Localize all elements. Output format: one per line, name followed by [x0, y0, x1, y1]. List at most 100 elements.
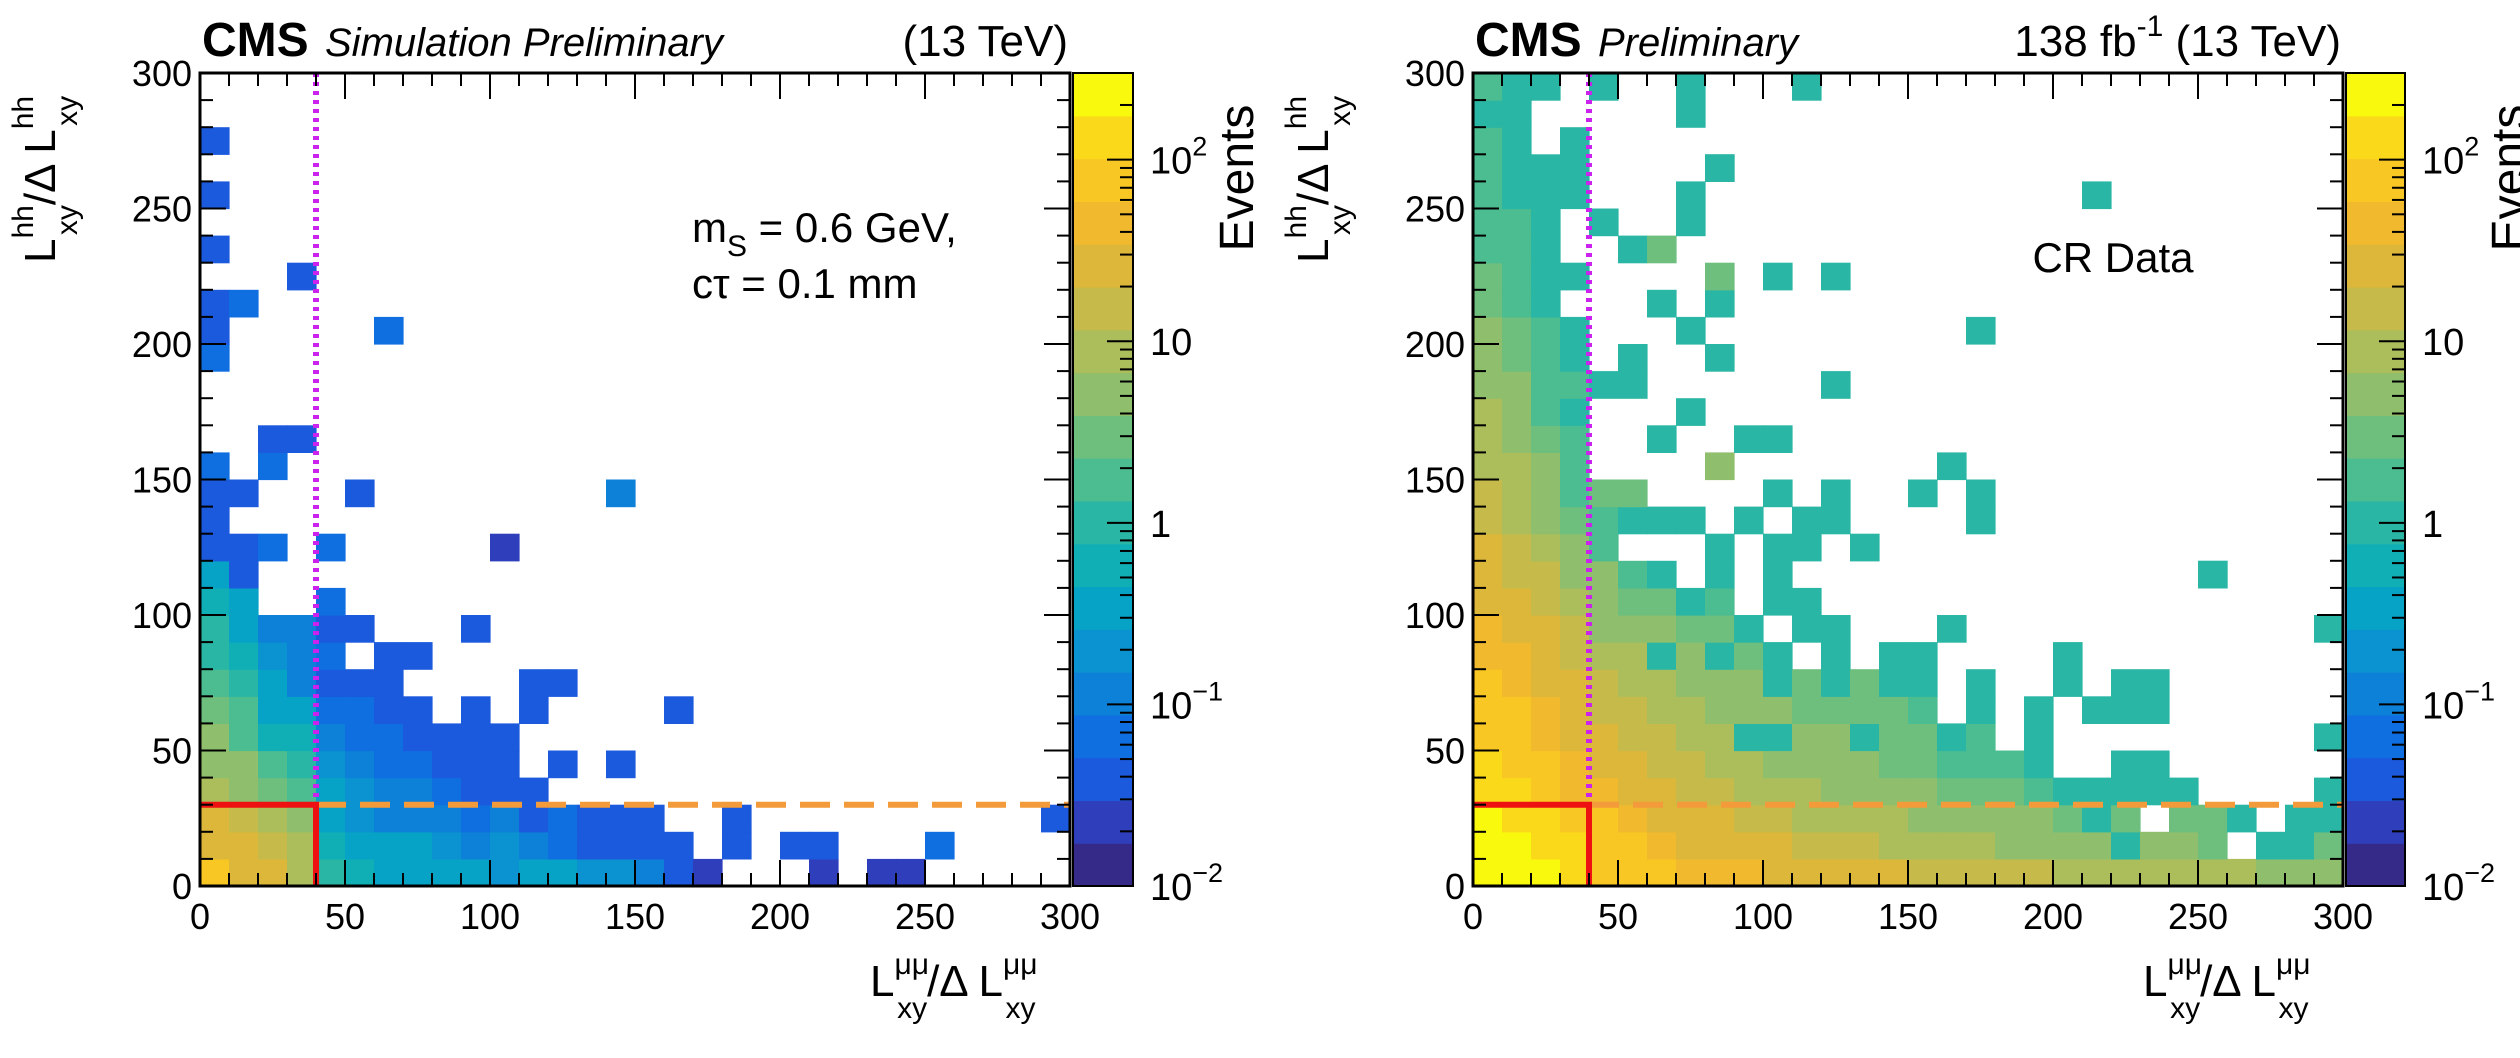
energy-value: (13 TeV) — [903, 17, 1069, 66]
heatmap-bin — [1676, 181, 1706, 210]
heatmap-bin — [2111, 696, 2141, 724]
heatmap-bin — [1792, 831, 1822, 860]
heatmap-bin — [1502, 425, 1532, 453]
heatmap-bin — [200, 560, 230, 589]
heatmap-bin — [1473, 777, 1503, 806]
colorbar-tick-base: 10 — [1150, 322, 1192, 364]
heatmap-bin — [258, 533, 288, 562]
heatmap-bin — [1734, 506, 1764, 535]
heatmap-bin — [519, 669, 549, 697]
x-tick-label: 150 — [605, 896, 665, 937]
annotation-symbol: m — [692, 204, 727, 251]
colorbar-segment — [2346, 458, 2405, 502]
heatmap-bin — [577, 804, 607, 833]
heatmap-bin — [229, 587, 259, 616]
heatmap-bin — [1763, 262, 1793, 291]
heatmap-bin — [1531, 615, 1561, 643]
heatmap-bin — [1647, 615, 1677, 643]
heatmap-bin — [1531, 804, 1561, 833]
x-title-symbol: /Δ L — [927, 957, 1003, 1006]
heatmap-bin — [1908, 831, 1938, 860]
heatmap-bin — [1966, 804, 1996, 833]
heatmap-bin — [1502, 289, 1532, 318]
heatmap-bin — [287, 831, 317, 860]
heatmap-bin — [1502, 750, 1532, 779]
heatmap-bin — [1473, 73, 1503, 101]
y-axis-title: Lhh xy/Δ Lhh xy — [1280, 96, 1357, 263]
y-title-sub: xy — [51, 205, 84, 235]
y-tick-label: 0 — [1445, 866, 1465, 907]
heatmap-bin — [1502, 587, 1532, 616]
heatmap-bin — [635, 804, 665, 833]
heatmap-bin — [287, 615, 317, 643]
heatmap-bin — [229, 777, 259, 806]
heatmap-bin — [1502, 560, 1532, 589]
x-title-sup: μμ — [1003, 948, 1038, 981]
lumi-energy-label: (13 TeV) — [903, 17, 1069, 66]
heatmap-bin — [1473, 696, 1503, 724]
heatmap-bin — [1502, 669, 1532, 697]
colorbar-tick-base: 10 — [1150, 685, 1192, 727]
heatmap-bin — [548, 804, 578, 833]
heatmap-bin — [2169, 831, 2199, 860]
heatmap-bin — [606, 750, 636, 779]
heatmap-bin — [2111, 750, 2141, 779]
heatmap-bin — [1734, 642, 1764, 670]
heatmap-bin — [316, 804, 346, 833]
x-tick-label: 50 — [325, 896, 365, 937]
heatmap-bin — [1647, 642, 1677, 670]
heatmap-bin — [1995, 777, 2025, 806]
heatmap-bin — [1763, 804, 1793, 833]
heatmap-bin — [1850, 804, 1880, 833]
plot-status-label: Simulation Preliminary — [325, 21, 726, 65]
x-title-sup: μμ — [2167, 948, 2202, 981]
heatmap-bin — [664, 858, 694, 887]
plot-status-label: Preliminary — [1598, 21, 1801, 65]
colorbar-segment — [2346, 800, 2405, 844]
heatmap-bin — [519, 804, 549, 833]
heatmap-bin — [345, 669, 375, 697]
y-title-symbol: L — [16, 239, 65, 263]
heatmap-bin — [490, 533, 520, 562]
colorbar-segment — [1073, 629, 1133, 673]
heatmap-bin — [229, 479, 259, 508]
heatmap-bin — [287, 750, 317, 779]
heatmap-bin — [258, 669, 288, 697]
heatmap-bin — [2169, 804, 2199, 833]
heatmap-bin — [258, 777, 288, 806]
colorbar-ticks — [1107, 72, 1133, 887]
cms-label: CMS — [202, 14, 309, 67]
heatmap-bin — [2198, 560, 2228, 589]
heatmap-bin — [1618, 804, 1648, 833]
heatmap-bin — [606, 804, 636, 833]
heatmap-bin — [316, 777, 346, 806]
heatmap-bin — [2140, 669, 2170, 697]
heatmap-bin — [432, 858, 462, 887]
heatmap-bin — [1879, 750, 1909, 779]
heatmap-bin — [258, 615, 288, 643]
heatmap-bin — [1821, 777, 1851, 806]
heatmap-bin — [1792, 73, 1822, 101]
heatmap-bin — [461, 723, 491, 752]
heatmap-bin — [1560, 723, 1590, 752]
signal-region-box — [1473, 801, 1592, 886]
colorbar-segment — [2346, 115, 2405, 160]
heatmap-bin — [316, 669, 346, 697]
heatmap-bin — [1473, 615, 1503, 643]
heatmap-bin — [519, 777, 549, 806]
heatmap-bin — [2140, 858, 2170, 887]
heatmap-bin — [1618, 777, 1648, 806]
heatmap-bin — [200, 804, 230, 833]
signal-region-box — [200, 801, 319, 886]
heatmap-bin — [345, 479, 375, 508]
heatmap-bin — [2024, 696, 2054, 724]
heatmap-bin — [345, 831, 375, 860]
heatmap-bin — [229, 533, 259, 562]
heatmap-bin — [1705, 560, 1735, 589]
heatmap-bin — [374, 831, 404, 860]
colorbar-segment — [1073, 286, 1133, 331]
heatmap-bin — [1763, 669, 1793, 697]
heatmap-bin — [1879, 831, 1909, 860]
x-axis-title: Lμμ xy/Δ Lμμ xy — [870, 948, 1038, 1025]
